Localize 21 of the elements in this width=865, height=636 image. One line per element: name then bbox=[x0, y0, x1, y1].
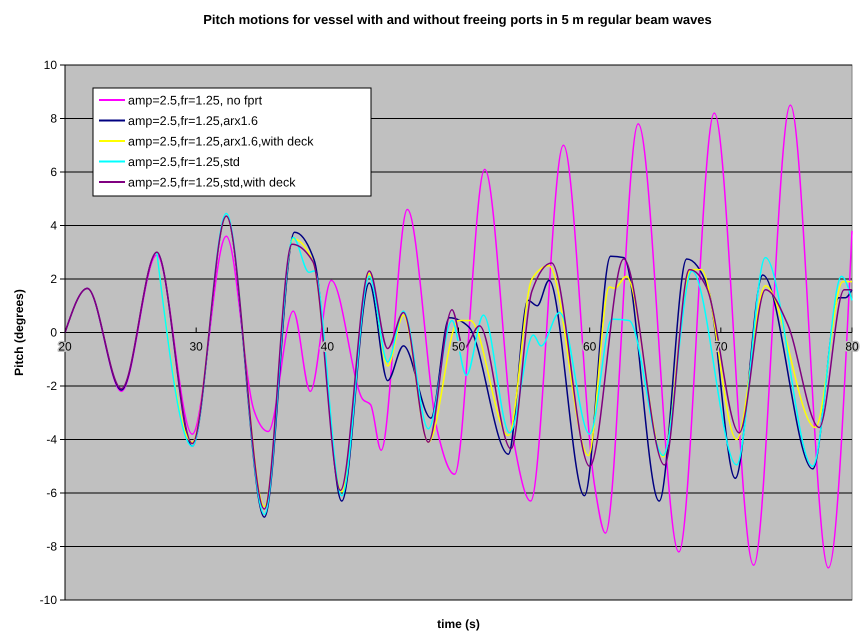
y-tick-label: 8 bbox=[50, 112, 58, 126]
y-tick-label: 0 bbox=[50, 326, 58, 340]
legend-label: amp=2.5,fr=1.25,std bbox=[128, 154, 240, 169]
y-tick-label: -2 bbox=[46, 379, 58, 394]
y-tick-label: -8 bbox=[46, 540, 58, 554]
legend-label: amp=2.5,fr=1.25,arx1.6 bbox=[128, 114, 258, 128]
x-tick-label: 60 bbox=[582, 340, 597, 354]
y-axis-title: Pitch (degrees) bbox=[12, 289, 26, 376]
y-tick-label: 2 bbox=[50, 272, 58, 286]
x-axis-title: time (s) bbox=[437, 617, 480, 631]
x-tick-label: 30 bbox=[189, 340, 204, 354]
chart-title: Pitch motions for vessel with and without freeing ports in 5 m regular beam waves bbox=[203, 12, 712, 27]
y-tick-label: 4 bbox=[50, 218, 58, 233]
y-tick-label: 10 bbox=[44, 58, 58, 72]
legend-label: amp=2.5,fr=1.25,arx1.6,with deck bbox=[128, 134, 314, 148]
y-tick-label: 6 bbox=[50, 165, 58, 180]
y-tick-label: -10 bbox=[40, 593, 58, 608]
legend-label: amp=2.5,fr=1.25,std,with deck bbox=[128, 175, 296, 190]
legend-label: amp=2.5,fr=1.25, no fprt bbox=[128, 93, 263, 108]
y-tick-label: -4 bbox=[46, 432, 58, 447]
y-tick-label: -6 bbox=[46, 486, 58, 500]
